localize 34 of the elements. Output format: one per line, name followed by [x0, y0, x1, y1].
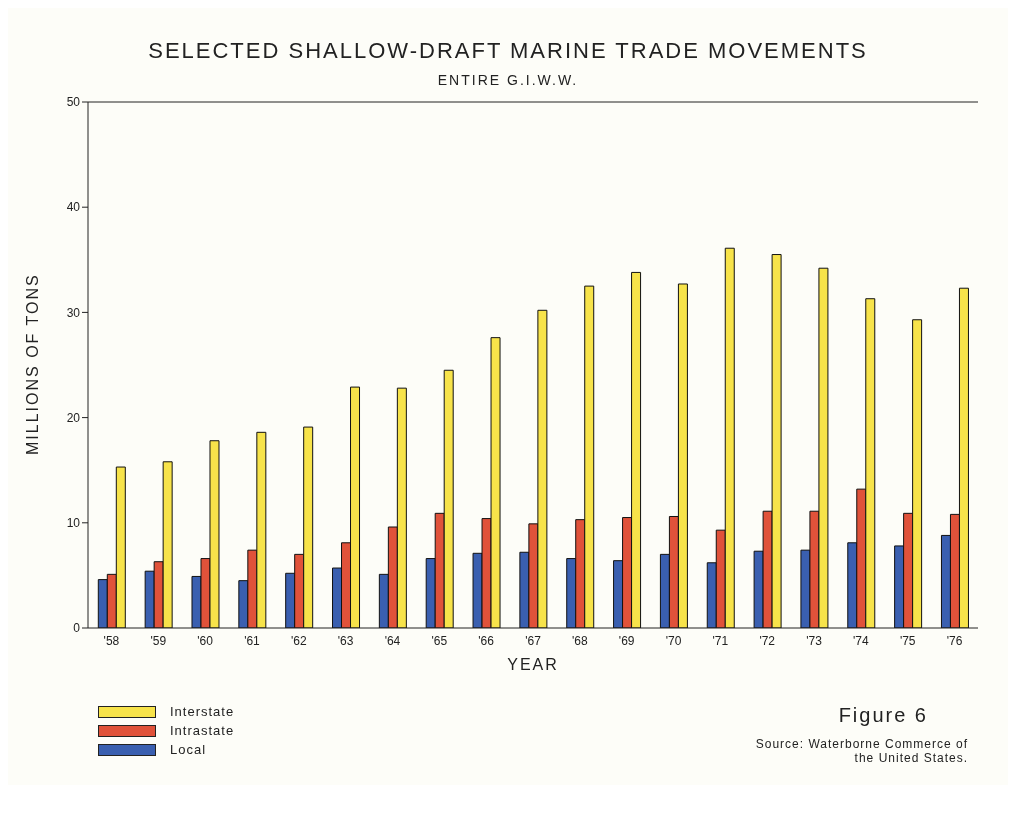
x-tick-label: '74 [853, 633, 870, 648]
legend-label: Local [170, 742, 207, 757]
y-tick-label: 30 [66, 305, 81, 320]
legend-label: Interstate [170, 704, 235, 719]
y-axis-title: MILLIONS OF TONS [23, 273, 41, 455]
y-tick-label: 0 [73, 621, 81, 636]
x-tick-label: '70 [665, 633, 682, 648]
x-tick-label: '64 [384, 633, 401, 648]
x-tick-label: '71 [712, 633, 729, 648]
source-note: Source: Waterborne Commerce of the United States. [754, 737, 968, 765]
x-tick-label: '76 [946, 633, 963, 648]
x-axis-title: YEAR [507, 656, 559, 673]
y-tick-label: 20 [66, 410, 81, 425]
x-tick-label: '75 [899, 633, 916, 648]
x-tick-label: '58 [103, 633, 120, 648]
x-tick-label: '61 [244, 633, 261, 648]
x-tick-label: '67 [525, 633, 542, 648]
x-tick-label: '59 [150, 633, 167, 648]
y-tick-label: 10 [66, 516, 81, 531]
y-tick-label: 40 [66, 200, 81, 215]
caption: Figure 6 [837, 704, 928, 727]
x-tick-label: '66 [478, 633, 495, 648]
x-tick-label: '62 [290, 633, 307, 648]
x-tick-label: '63 [337, 633, 354, 648]
x-tick-label: '72 [759, 633, 776, 648]
x-tick-label: '68 [572, 633, 588, 648]
y-tick-label: 50 [66, 95, 81, 110]
chart-subtitle: ENTIRE G.I.W.W. [436, 72, 580, 88]
x-tick-label: '65 [431, 633, 448, 648]
legend-label: Intrastate [170, 723, 235, 738]
chart-title: SELECTED SHALLOW-DRAFT MARINE TRADE MOVEMENTS [147, 37, 869, 64]
x-tick-label: '73 [806, 633, 823, 648]
x-tick-label: '60 [197, 633, 214, 648]
x-tick-label: '69 [618, 633, 635, 648]
